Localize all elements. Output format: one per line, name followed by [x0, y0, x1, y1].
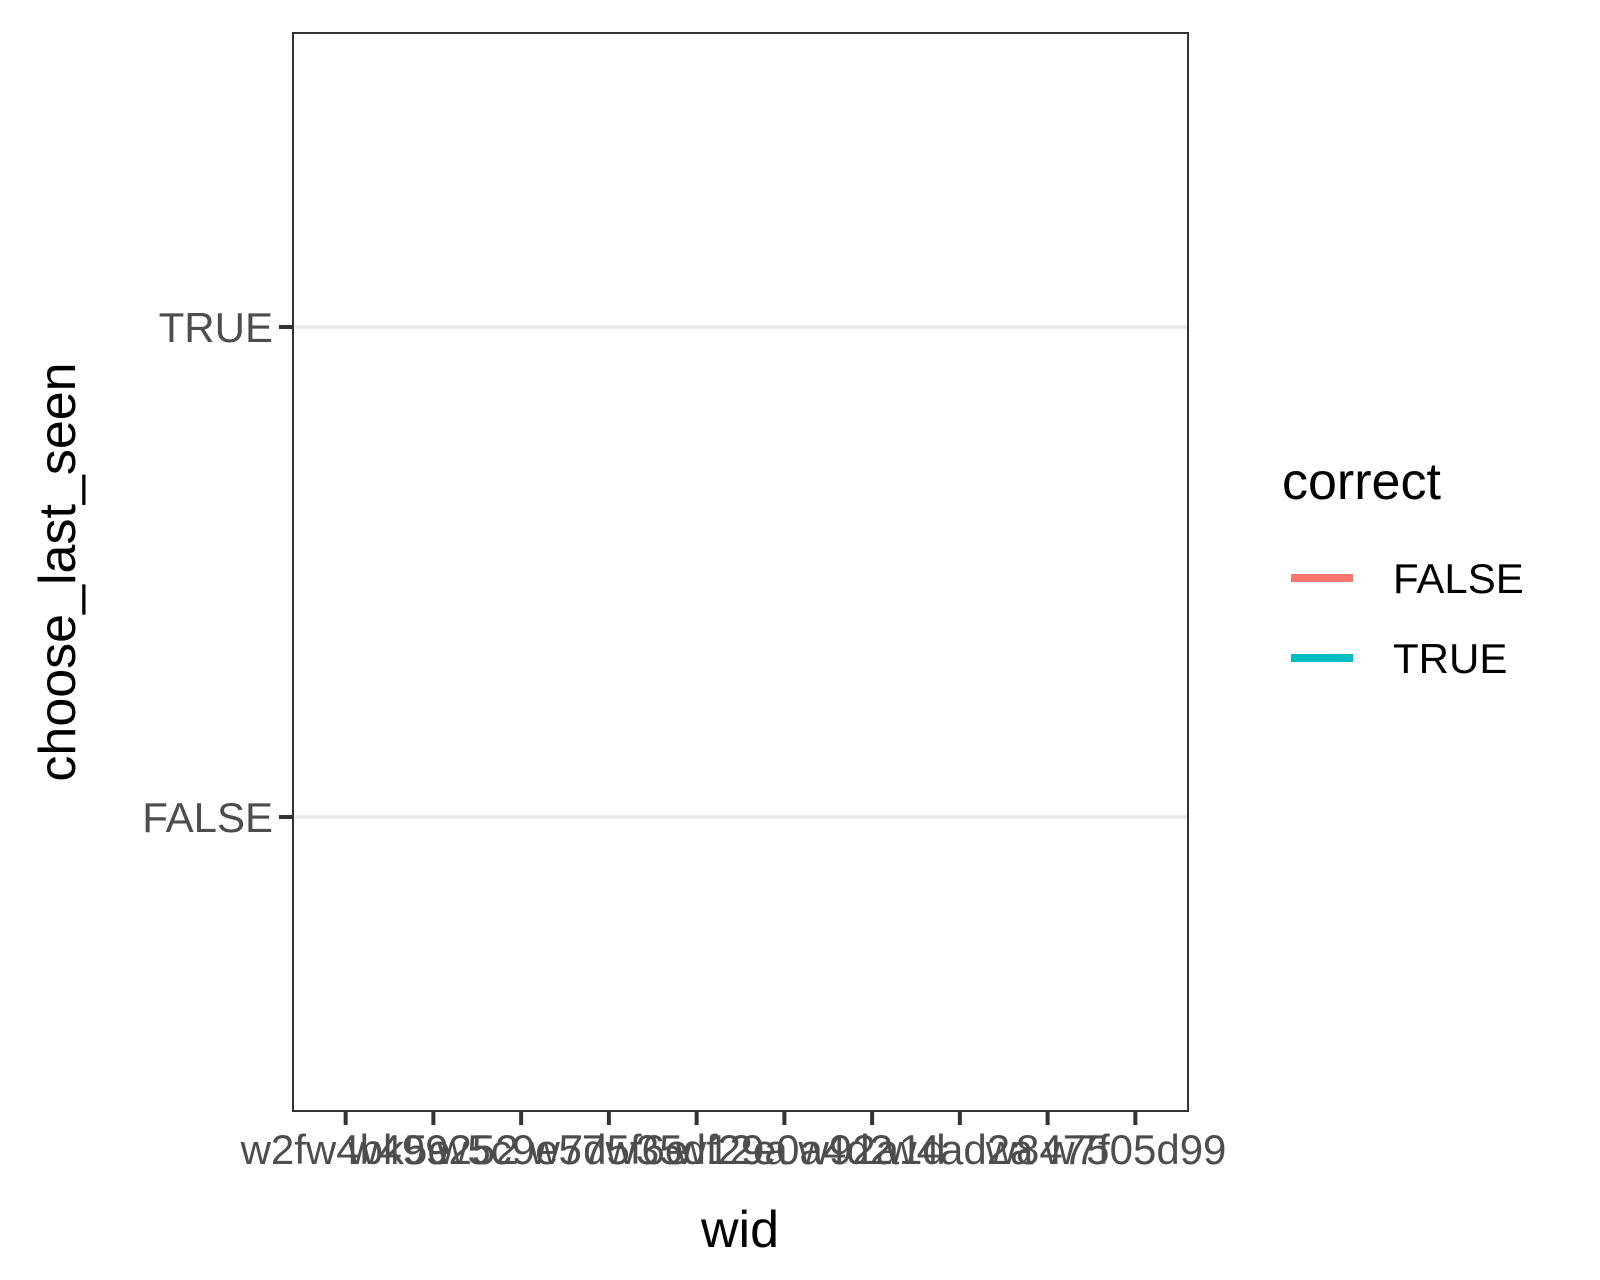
x-tick-label: w7d5f6e: [528, 1126, 688, 1173]
x-tick-label: w8475: [985, 1126, 1110, 1173]
x-tick-label: w12e0a4d2: [675, 1126, 893, 1173]
x-tick-label: w35df29a: [605, 1126, 789, 1173]
x-tick-label: w2fw4bk5e: [240, 1126, 451, 1173]
x-tick-label: w92a1d: [798, 1126, 946, 1173]
x-tick-label: w7f05d99: [1043, 1126, 1226, 1173]
x-tick-label: w5c9e57: [436, 1126, 605, 1173]
x-axis: w2fw4bk5ew499252w5c9e57w7d5f6ew35df29aw1…: [240, 1111, 1226, 1173]
legend: correct FALSE TRUE: [1282, 453, 1524, 682]
plot-background: [293, 33, 1188, 1111]
y-tick-label: TRUE: [159, 304, 273, 351]
x-tick-label: w4ad2a: [885, 1126, 1034, 1173]
x-tick-label: w499252: [347, 1126, 518, 1173]
gridlines: [293, 325, 1188, 819]
legend-title: correct: [1282, 453, 1441, 511]
y-axis-title: choose_last_seen: [29, 362, 87, 781]
legend-label: TRUE: [1393, 635, 1507, 682]
y-tick-label: FALSE: [142, 794, 273, 841]
y-axis: FALSE TRUE: [142, 304, 293, 841]
plot-panel-border: [292, 32, 1189, 1112]
x-axis-title: wid: [700, 1201, 779, 1259]
legend-label: FALSE: [1393, 555, 1524, 602]
